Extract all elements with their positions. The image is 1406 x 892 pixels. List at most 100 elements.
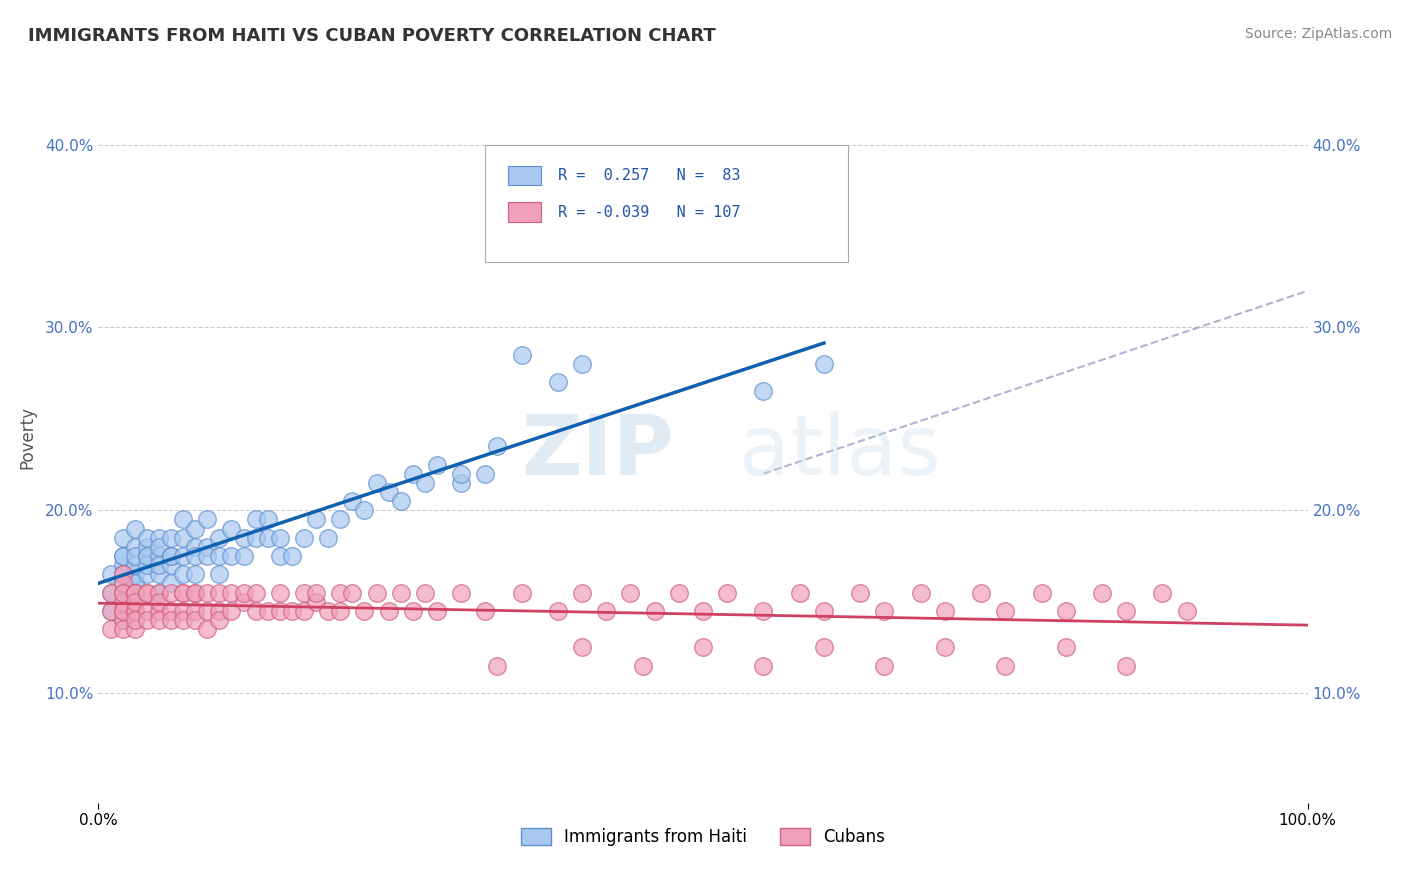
Cubans <box>595 604 617 618</box>
Cubans <box>124 585 146 599</box>
Immigrants from Haiti <box>111 549 134 563</box>
Immigrants from Haiti <box>100 604 122 618</box>
Cubans <box>366 585 388 599</box>
Cubans <box>510 585 533 599</box>
Immigrants from Haiti <box>135 567 157 582</box>
Immigrants from Haiti <box>148 558 170 573</box>
Cubans <box>135 585 157 599</box>
Immigrants from Haiti <box>172 531 194 545</box>
Immigrants from Haiti <box>124 521 146 535</box>
Cubans <box>873 604 896 618</box>
Immigrants from Haiti <box>172 549 194 563</box>
Cubans <box>849 585 872 599</box>
Immigrants from Haiti <box>195 549 218 563</box>
Cubans <box>135 585 157 599</box>
Immigrants from Haiti <box>571 357 593 371</box>
Cubans <box>1031 585 1053 599</box>
Cubans <box>619 585 641 599</box>
Cubans <box>195 585 218 599</box>
Cubans <box>111 567 134 582</box>
Cubans <box>160 613 183 627</box>
Cubans <box>148 613 170 627</box>
Cubans <box>135 604 157 618</box>
Immigrants from Haiti <box>510 348 533 362</box>
Text: R = -0.039   N = 107: R = -0.039 N = 107 <box>558 204 741 219</box>
Cubans <box>111 576 134 591</box>
Cubans <box>124 594 146 608</box>
Cubans <box>208 613 231 627</box>
Immigrants from Haiti <box>232 531 254 545</box>
Cubans <box>1054 604 1077 618</box>
Immigrants from Haiti <box>269 531 291 545</box>
Immigrants from Haiti <box>232 549 254 563</box>
Cubans <box>994 604 1017 618</box>
Cubans <box>111 585 134 599</box>
Cubans <box>148 594 170 608</box>
Cubans <box>1115 658 1137 673</box>
Cubans <box>172 604 194 618</box>
Cubans <box>692 604 714 618</box>
Cubans <box>813 604 835 618</box>
Cubans <box>232 585 254 599</box>
Cubans <box>269 604 291 618</box>
Immigrants from Haiti <box>221 521 243 535</box>
Immigrants from Haiti <box>100 585 122 599</box>
Cubans <box>305 594 328 608</box>
Cubans <box>100 585 122 599</box>
Cubans <box>970 585 993 599</box>
Cubans <box>342 585 364 599</box>
Cubans <box>571 585 593 599</box>
Immigrants from Haiti <box>124 549 146 563</box>
Immigrants from Haiti <box>148 531 170 545</box>
Cubans <box>474 604 496 618</box>
Immigrants from Haiti <box>148 567 170 582</box>
Cubans <box>547 604 569 618</box>
Immigrants from Haiti <box>124 567 146 582</box>
Immigrants from Haiti <box>124 576 146 591</box>
Immigrants from Haiti <box>292 531 315 545</box>
Cubans <box>316 604 339 618</box>
Immigrants from Haiti <box>256 531 278 545</box>
Immigrants from Haiti <box>208 531 231 545</box>
Immigrants from Haiti <box>160 531 183 545</box>
Immigrants from Haiti <box>752 384 775 399</box>
Immigrants from Haiti <box>486 439 509 453</box>
Immigrants from Haiti <box>124 540 146 554</box>
Immigrants from Haiti <box>342 494 364 508</box>
Immigrants from Haiti <box>135 540 157 554</box>
Immigrants from Haiti <box>195 512 218 526</box>
Immigrants from Haiti <box>135 549 157 563</box>
FancyBboxPatch shape <box>509 202 541 222</box>
Cubans <box>377 604 399 618</box>
Cubans <box>1054 640 1077 655</box>
Immigrants from Haiti <box>426 458 449 472</box>
Immigrants from Haiti <box>208 549 231 563</box>
Cubans <box>873 658 896 673</box>
Cubans <box>184 585 207 599</box>
Cubans <box>184 585 207 599</box>
Cubans <box>752 658 775 673</box>
Immigrants from Haiti <box>329 512 352 526</box>
Immigrants from Haiti <box>256 512 278 526</box>
Cubans <box>124 585 146 599</box>
Cubans <box>329 585 352 599</box>
Immigrants from Haiti <box>172 567 194 582</box>
Immigrants from Haiti <box>135 531 157 545</box>
Cubans <box>426 604 449 618</box>
Immigrants from Haiti <box>111 576 134 591</box>
Immigrants from Haiti <box>316 531 339 545</box>
Cubans <box>160 585 183 599</box>
Cubans <box>668 585 690 599</box>
Immigrants from Haiti <box>353 503 375 517</box>
Immigrants from Haiti <box>124 558 146 573</box>
Cubans <box>450 585 472 599</box>
Cubans <box>329 604 352 618</box>
Text: IMMIGRANTS FROM HAITI VS CUBAN POVERTY CORRELATION CHART: IMMIGRANTS FROM HAITI VS CUBAN POVERTY C… <box>28 27 716 45</box>
FancyBboxPatch shape <box>509 166 541 186</box>
Immigrants from Haiti <box>111 531 134 545</box>
Cubans <box>716 585 738 599</box>
Immigrants from Haiti <box>184 540 207 554</box>
Cubans <box>934 604 956 618</box>
Cubans <box>124 604 146 618</box>
Cubans <box>148 585 170 599</box>
